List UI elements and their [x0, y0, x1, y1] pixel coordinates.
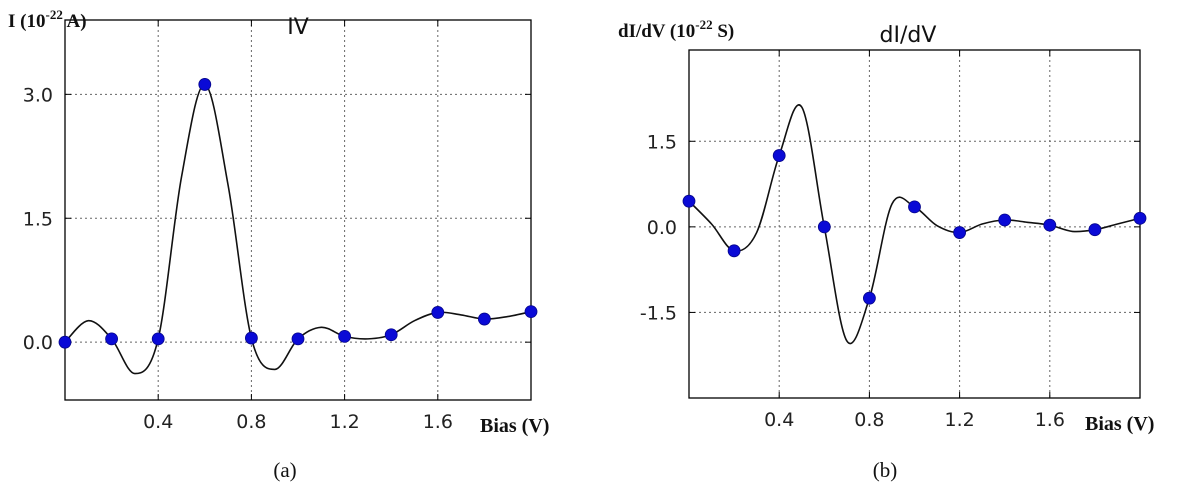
data-point — [477, 312, 491, 326]
plot-frame — [64, 19, 532, 401]
data-point — [384, 328, 398, 342]
y-tick-label: 0.0 — [647, 217, 677, 239]
y-axis-label-unit: A) — [63, 11, 87, 32]
data-point — [58, 335, 72, 349]
y-tick-label: 3.0 — [23, 84, 53, 106]
y-tick-label: 0.0 — [23, 332, 53, 354]
x-tick-label: 1.6 — [1035, 409, 1065, 431]
panel-label: (b) — [873, 458, 898, 482]
x-tick-label: 0.8 — [236, 411, 266, 433]
y-tick-label: -1.5 — [640, 302, 677, 324]
y-axis-label: dI/dV (10-22 S) — [618, 17, 734, 42]
data-point — [727, 244, 741, 258]
x-tick-label: 0.8 — [854, 409, 884, 431]
y-axis-label-main: I (10 — [8, 11, 45, 32]
x-tick-label: 1.6 — [423, 411, 453, 433]
data-point — [998, 213, 1012, 227]
x-tick-label: 0.4 — [764, 409, 794, 431]
y-axis-label-main: dI/dV (10 — [618, 21, 695, 42]
data-point — [1043, 218, 1057, 232]
data-point — [338, 329, 352, 343]
plot-frame — [688, 49, 1141, 399]
data-point — [682, 194, 696, 208]
chart-title: dI/dV — [880, 23, 937, 48]
data-point — [1133, 211, 1147, 225]
chart-title: IV — [287, 15, 309, 40]
data-point — [772, 149, 786, 162]
panel-label: (a) — [273, 458, 296, 482]
data-point — [198, 78, 212, 91]
x-tick-label: 1.2 — [944, 409, 974, 431]
chart-panel-b: 0.4 0.8 1.2 1.6 -1.5 0.0 1.5 dI/dV dI/dV (10-22 … — [618, 17, 1154, 482]
data-point — [431, 306, 445, 319]
data-point — [151, 332, 165, 346]
data-point — [1088, 223, 1102, 237]
data-point — [244, 331, 258, 345]
y-axis-label-unit: S) — [713, 21, 735, 42]
fit-curve — [65, 83, 531, 375]
data-point — [291, 332, 305, 346]
data-point — [953, 226, 966, 239]
x-tick-label: 1.2 — [329, 411, 359, 433]
y-tick-label: 1.5 — [23, 208, 53, 230]
data-point — [817, 220, 831, 234]
data-point — [863, 291, 876, 305]
y-tick-label: 1.5 — [647, 131, 677, 153]
chart-panel-a: 0.4 0.8 1.2 1.6 0.0 1.5 3.0 IV I (10-22 A) Bias (… — [8, 7, 549, 482]
x-tick-label: 0.4 — [143, 411, 173, 433]
y-axis-label-exponent: -22 — [45, 7, 62, 22]
fit-curve — [689, 104, 1140, 345]
data-point — [105, 332, 118, 346]
y-axis-label-exponent: -22 — [695, 17, 712, 32]
y-axis-label: I (10-22 A) — [8, 7, 87, 32]
x-axis-label: Bias (V) — [480, 415, 549, 437]
data-point — [908, 200, 921, 214]
data-point — [524, 305, 538, 319]
x-axis-label: Bias (V) — [1085, 413, 1154, 435]
